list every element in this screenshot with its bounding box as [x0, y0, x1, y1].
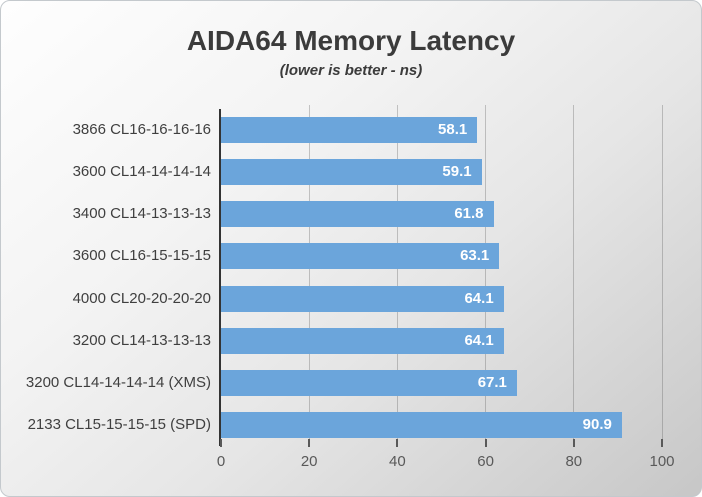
category-label: 3400 CL14-13-13-13: [72, 205, 211, 223]
bar-row: 58.1: [221, 109, 662, 151]
axis-tick: [308, 439, 311, 447]
bar-value-label: 61.8: [454, 205, 484, 223]
bar-value-label: 90.9: [582, 415, 612, 433]
bar: 59.1: [221, 159, 482, 186]
category-label: 3600 CL16-15-15-15: [72, 247, 211, 265]
category-label: 2133 CL15-15-15-15 (SPD): [27, 415, 211, 433]
axis-tick: [484, 439, 487, 447]
category-label: 3200 CL14-13-13-13: [72, 331, 211, 349]
bar-value-label: 64.1: [464, 331, 494, 349]
bar: 61.8: [221, 201, 494, 228]
gridline: [485, 105, 487, 439]
bar-row: 61.8: [221, 193, 662, 235]
axis-tick-label: 60: [477, 453, 494, 470]
bar: 90.9: [221, 411, 622, 438]
axis-tick-label: 40: [389, 453, 406, 470]
axis-tick-label: 20: [300, 453, 318, 470]
bar-row: 59.1: [221, 151, 662, 193]
category-label: 3200 CL14-14-14-14 (XMS): [25, 373, 211, 391]
category-label: 3600 CL14-14-14-14: [72, 163, 211, 181]
bar-row: 64.1: [221, 278, 662, 320]
plot-area: 58.1 59.1 61.8 63.1 64.1 64.1 67.1 90.9: [219, 105, 663, 447]
bar-value-label: 67.1: [477, 373, 507, 391]
bar-row: 90.9: [221, 404, 662, 446]
axis-tick: [220, 439, 222, 447]
bar-row: 63.1: [221, 235, 662, 277]
bar: 64.1: [221, 327, 504, 354]
gridline: [573, 105, 575, 439]
bar-row: 67.1: [221, 362, 662, 404]
axis-tick-label: 100: [649, 453, 675, 470]
bar: 64.1: [221, 285, 504, 312]
axis-tick: [396, 439, 399, 447]
bar: 63.1: [221, 243, 500, 270]
category-axis-line: [219, 109, 221, 446]
category-label: 3866 CL16-16-16-16: [72, 121, 211, 138]
bar: 58.1: [221, 117, 478, 144]
gridline: [396, 105, 398, 439]
bar-value-label: 63.1: [460, 247, 490, 265]
gridline: [661, 105, 663, 439]
value-axis-labels: 0 20 40 60 80 100: [217, 453, 675, 473]
axis-tick-label: 0: [216, 453, 226, 470]
bar-value-label: 58.1: [438, 121, 468, 139]
chart-subtitle: (lower is better - ns): [279, 62, 423, 79]
axis-tick: [572, 439, 575, 447]
category-axis-labels: 3866 CL16-16-16-16 3600 CL14-14-14-14 3400…: [1, 109, 211, 446]
gridline: [308, 105, 310, 439]
axis-tick-label: 80: [565, 453, 583, 470]
category-label: 4000 CL20-20-20-20: [72, 289, 211, 307]
bar-row: 64.1: [221, 320, 662, 362]
chart-title: AIDA64 Memory Latency: [186, 25, 516, 56]
bar-value-label: 59.1: [442, 163, 472, 181]
bar-value-label: 64.1: [464, 289, 494, 307]
bar: 67.1: [221, 369, 517, 396]
axis-tick: [661, 439, 663, 447]
